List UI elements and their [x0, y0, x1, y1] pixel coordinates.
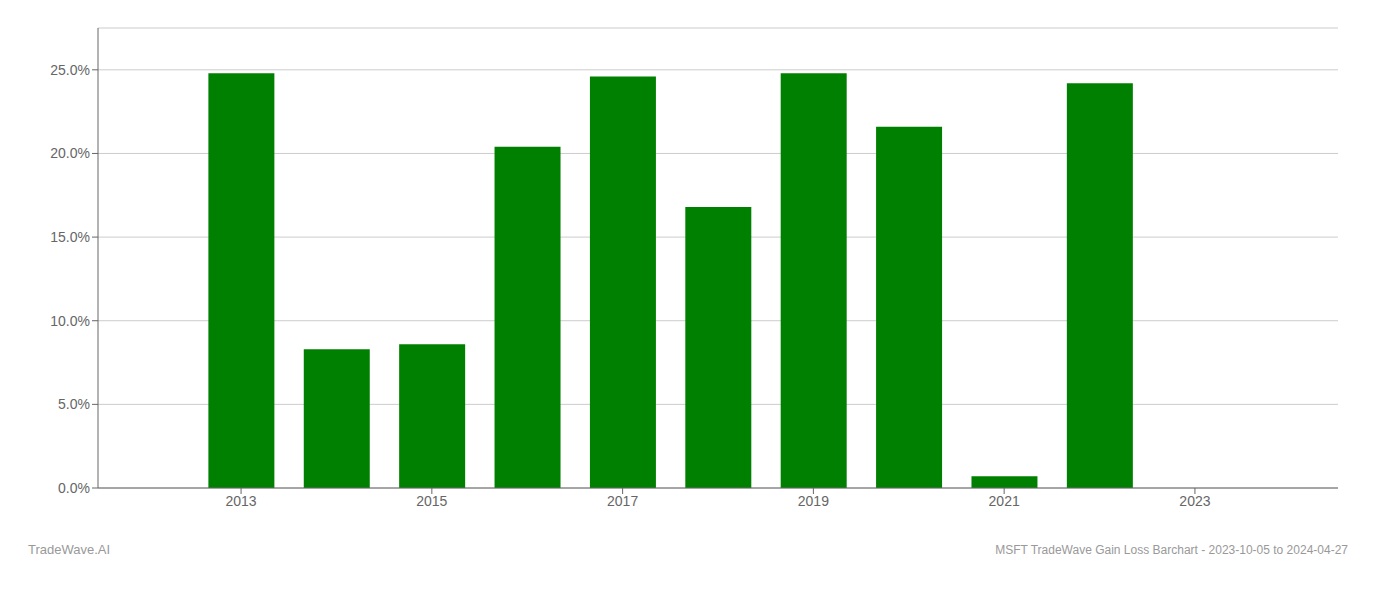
html-text:TradeWave.AI: TradeWave.AI: [28, 542, 111, 557]
svg-text:0.0%: 0.0%: [58, 480, 90, 496]
svg-text:2017: 2017: [607, 493, 638, 509]
svg-text:2015: 2015: [416, 493, 447, 509]
svg-text:15.0%: 15.0%: [50, 229, 90, 245]
svg-text:2019: 2019: [798, 493, 829, 509]
svg-text:2021: 2021: [989, 493, 1020, 509]
svg-text:25.0%: 25.0%: [50, 62, 90, 78]
svg-text:20.0%: 20.0%: [50, 145, 90, 161]
svg-text:2023: 2023: [1179, 493, 1210, 509]
svg-text:10.0%: 10.0%: [50, 313, 90, 329]
html-text:MSFT TradeWave Gain Loss Barch: MSFT TradeWave Gain Loss Barchart - 2023…: [995, 543, 1348, 557]
svg-text:5.0%: 5.0%: [58, 396, 90, 412]
svg-text:2013: 2013: [225, 493, 256, 509]
